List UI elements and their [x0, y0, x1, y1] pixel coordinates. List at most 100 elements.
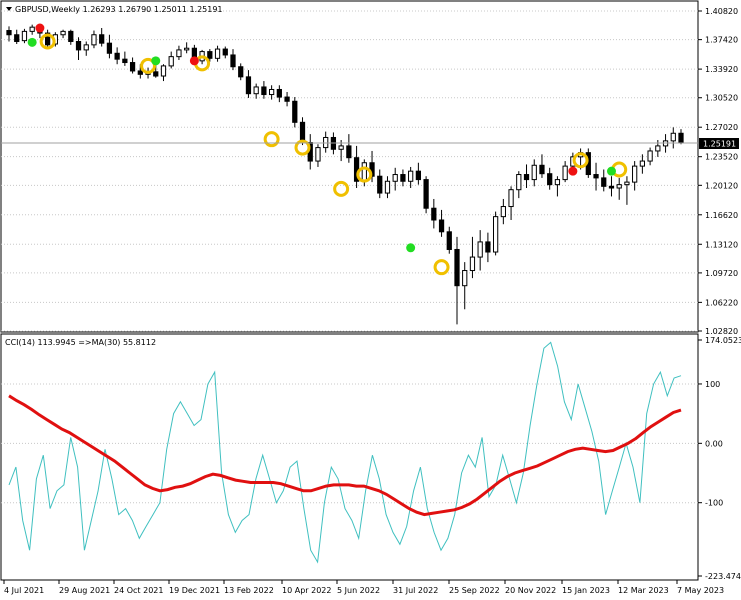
time-tick-label: 20 Nov 2022 [505, 586, 556, 595]
candle-body [238, 66, 244, 78]
price-tick-label: 1.30520 [705, 94, 738, 103]
indicator-pane[interactable]: CCI(14) 113.9945 =>MA(30) 55.8112 174.05… [0, 333, 741, 581]
time-axis: 4 Jul 2021 29 Aug 2021 24 Oct 2021 19 Dec 2… [3, 580, 724, 595]
candle [616, 177, 622, 200]
buy-signal-dot [406, 243, 416, 253]
candle-body [184, 47, 190, 51]
candle-body [508, 189, 514, 208]
candle-body [245, 76, 252, 95]
signal-ring [39, 33, 56, 50]
candle-body [423, 179, 429, 209]
candle-body [639, 160, 646, 167]
signal-ring [333, 180, 350, 197]
candle-body [299, 121, 306, 144]
candle-body [261, 86, 267, 96]
candle [353, 145, 360, 189]
candle-body [539, 164, 545, 175]
candle-body [562, 165, 568, 181]
candle-body [438, 219, 445, 233]
candle-body [230, 54, 236, 68]
candle [83, 41, 89, 56]
price-pane-frame [0, 0, 699, 333]
candle [377, 169, 383, 199]
candle-body [276, 88, 282, 98]
candle-body [415, 170, 422, 181]
candle-body [292, 100, 298, 123]
price-tick-label: 1.02820 [705, 327, 738, 336]
candle [253, 83, 259, 99]
candle [415, 162, 422, 185]
current-price-text: 1.25191 [703, 140, 736, 149]
candle-body [60, 30, 66, 36]
signal-ring [140, 57, 157, 74]
time-tick-label: 25 Sep 2022 [449, 586, 500, 595]
indicator-tick-label: 0.00 [705, 439, 723, 448]
candle [338, 140, 344, 162]
candle-body [122, 58, 128, 64]
candle-body [531, 164, 537, 181]
time-tick-label: 29 Aug 2021 [59, 586, 110, 595]
price-tick-label: 1.16620 [705, 211, 738, 220]
buy-signal-dot [151, 56, 161, 66]
candle-body [6, 30, 12, 36]
candle-body [670, 132, 676, 142]
candle [129, 57, 136, 74]
candle-body [346, 145, 352, 159]
candle [168, 51, 174, 69]
candle-body [253, 86, 259, 95]
candle [500, 198, 506, 225]
candle [214, 45, 221, 62]
candle [647, 147, 653, 166]
candle [423, 176, 429, 214]
candle [516, 171, 522, 199]
time-tick-label: 12 Mar 2023 [618, 586, 669, 595]
candle [446, 226, 452, 254]
candle-body [44, 32, 51, 46]
indicator-tick-label: -100 [705, 499, 723, 508]
candle [176, 45, 182, 61]
price-tick-label: 1.06220 [705, 298, 738, 307]
candle-body [408, 170, 414, 182]
candle-body [608, 185, 615, 189]
candle [122, 51, 128, 66]
current-price-tag-bg [699, 138, 739, 149]
price-pane[interactable]: GBPUSD,Weekly 1.26293 1.26790 1.25011 1.… [0, 0, 739, 336]
candle-body [500, 206, 506, 218]
time-tick-label: 31 Jul 2022 [393, 586, 438, 595]
candle [284, 92, 290, 107]
candle [29, 24, 35, 35]
candle [539, 154, 545, 178]
candle-body [384, 180, 391, 194]
price-axis: 1.40820 1.37420 1.33920 1.30520 1.27020 1.235… [698, 7, 738, 336]
candle-body [284, 96, 290, 102]
candle-body [624, 181, 630, 186]
candle [624, 176, 630, 205]
candle [261, 81, 267, 99]
candle-body [647, 150, 653, 162]
candle-body [632, 165, 638, 183]
dropdown-triangle-icon[interactable] [6, 7, 12, 11]
candle [639, 154, 646, 174]
candle [454, 236, 460, 325]
price-grid [1, 10, 698, 332]
indicator-tick-label: 100 [705, 380, 720, 389]
price-tick-label: 1.27020 [705, 123, 738, 132]
candle-body [21, 30, 28, 42]
candle [346, 134, 352, 163]
signal-ring [433, 259, 450, 276]
time-tick-label: 5 Jun 2022 [337, 586, 380, 595]
sell-signal-dot [568, 166, 578, 176]
candle-body [14, 34, 20, 42]
candle [485, 232, 491, 263]
candle-body [153, 71, 159, 77]
buy-signal-dot [27, 37, 37, 47]
price-tick-label: 1.09720 [705, 269, 738, 278]
candle-body [547, 173, 553, 186]
candle [68, 29, 74, 45]
candle [547, 167, 553, 190]
candle-body [516, 174, 522, 191]
time-tick-label: 19 Dec 2021 [169, 586, 220, 595]
candle-body [91, 34, 97, 46]
time-tick-label: 10 Apr 2022 [282, 586, 331, 595]
